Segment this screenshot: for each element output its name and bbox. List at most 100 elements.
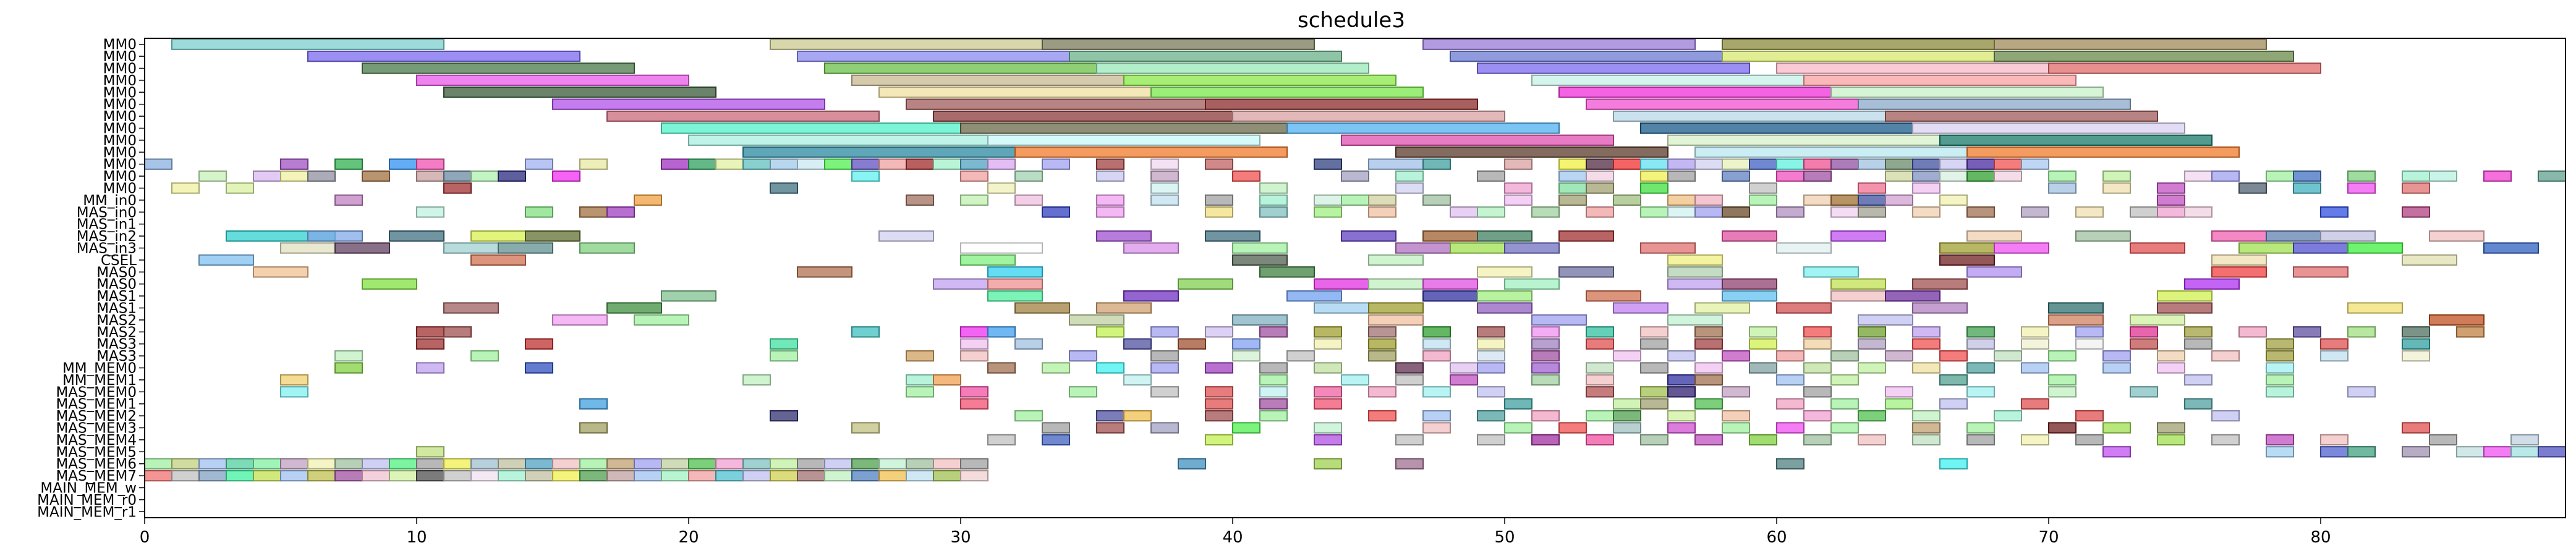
task-bar [1667, 350, 1696, 362]
task-bar [661, 122, 961, 134]
task-bar [770, 182, 798, 194]
task-bar [1776, 170, 1804, 182]
task-bar [1667, 422, 1696, 434]
task-bar [1558, 86, 1832, 98]
task-bar [2184, 338, 2213, 350]
task-bar [1531, 206, 1560, 218]
task-bar [1640, 398, 1668, 410]
task-bar [797, 458, 825, 470]
task-bar [1912, 278, 1968, 290]
task-bar [1531, 74, 1804, 86]
task-bar [307, 458, 336, 470]
task-bar [2075, 326, 2104, 338]
task-bar [1749, 182, 1777, 194]
task-bar [933, 458, 961, 470]
task-bar [1150, 326, 1179, 338]
task-bar [2483, 170, 2512, 182]
task-bar [2048, 314, 2104, 326]
task-bar [1776, 242, 1832, 254]
x-tick-label: 0 [140, 528, 150, 547]
task-bar [1912, 182, 1941, 194]
task-bar [1205, 410, 1233, 422]
y-tick-label: MAS1 [96, 301, 137, 317]
task-bar [1830, 398, 1859, 410]
task-bar [1395, 458, 1424, 470]
task-bar [226, 458, 254, 470]
task-bar [1966, 422, 1995, 434]
task-bar [770, 350, 798, 362]
task-bar [906, 194, 934, 206]
task-bar [2211, 170, 2240, 182]
task-bar [987, 278, 1043, 290]
task-bar [389, 230, 444, 242]
task-bar [1586, 182, 1614, 194]
task-bar [1314, 158, 1342, 170]
task-bar [1314, 386, 1342, 398]
task-bar [1422, 194, 1451, 206]
task-bar [2347, 386, 2376, 398]
task-bar [1232, 170, 1260, 182]
task-bar [1858, 194, 1886, 206]
task-bar [2157, 206, 2185, 218]
task-bar [1994, 170, 2022, 182]
task-bar [1912, 434, 1941, 446]
task-bar [1939, 242, 1995, 254]
task-bar [2456, 446, 2485, 458]
task-bar [579, 422, 608, 434]
task-bar [1994, 350, 2022, 362]
task-bar [1368, 386, 1396, 398]
task-bar [2402, 170, 2430, 182]
task-bar [1531, 326, 1560, 338]
task-bar [362, 278, 417, 290]
task-bar [416, 446, 444, 458]
task-bar [1477, 266, 1532, 278]
task-bar [634, 470, 662, 482]
task-bar [1749, 362, 1777, 374]
task-bar [443, 182, 472, 194]
task-bar [933, 110, 1233, 122]
task-bar [1422, 38, 1696, 50]
task-bar [1504, 398, 1532, 410]
task-bar [1722, 206, 1750, 218]
task-bar [1558, 170, 1587, 182]
task-bar [443, 86, 716, 98]
task-bar [334, 242, 390, 254]
task-bar [797, 266, 852, 278]
task-bar [1422, 350, 1451, 362]
task-bar [470, 170, 499, 182]
task-bar [1150, 362, 1179, 374]
task-bar [960, 242, 1043, 254]
task-bar [2130, 314, 2185, 326]
task-bar [1640, 206, 1668, 218]
task-bar [2266, 170, 2294, 182]
task-bar [2130, 338, 2158, 350]
task-bar [2021, 398, 2049, 410]
task-bar [1803, 158, 1832, 170]
x-tick-label: 80 [2310, 528, 2331, 547]
task-bar [1667, 134, 1941, 146]
task-bar [2402, 446, 2430, 458]
task-bar [1830, 278, 1886, 290]
task-bar [1422, 158, 1451, 170]
x-tick-label: 60 [1766, 528, 1787, 547]
task-bar [2402, 182, 2430, 194]
task-bar [960, 470, 988, 482]
task-bar [1858, 410, 1886, 422]
task-bar [416, 74, 689, 86]
task-bar [742, 458, 771, 470]
task-bar [1939, 170, 1968, 182]
task-bar [1858, 158, 1886, 170]
task-bar [1830, 230, 1886, 242]
task-bar [1912, 122, 2185, 134]
y-tick-label: MAS_in2 [77, 229, 137, 245]
task-bar [552, 170, 580, 182]
task-bar [1613, 398, 1641, 410]
task-bar [1150, 422, 1179, 434]
task-bar [2211, 434, 2240, 446]
task-bar [1640, 182, 1668, 194]
task-bar [389, 470, 417, 482]
task-bar [1042, 38, 1315, 50]
task-bar [1259, 266, 1315, 278]
task-bar [2130, 206, 2158, 218]
task-bar [1368, 314, 1424, 326]
